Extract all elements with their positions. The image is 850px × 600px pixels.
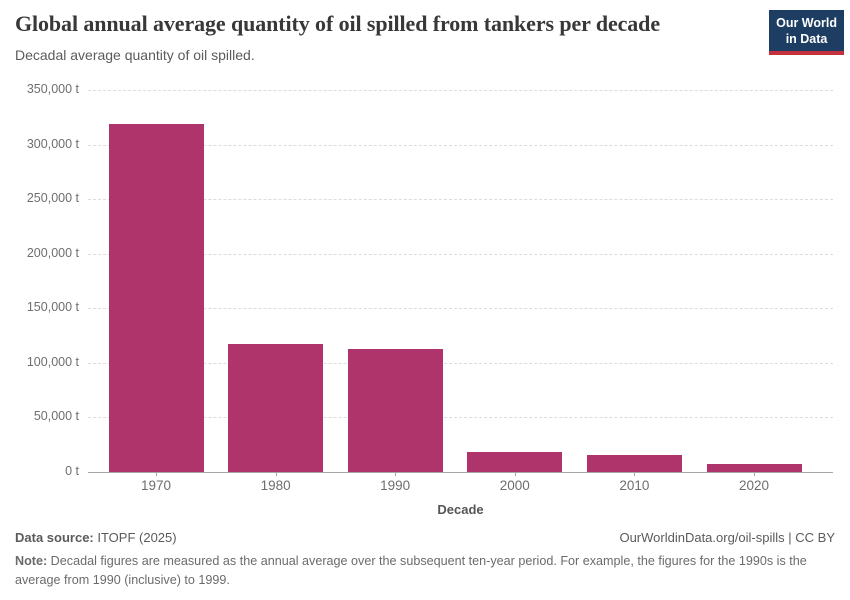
bar-1990[interactable] (347, 348, 443, 472)
y-axis-label: 50,000 t (33, 409, 79, 424)
y-axis-label: 300,000 t (26, 136, 79, 151)
gridline (88, 144, 833, 146)
data-source: Data source: ITOPF (2025) (15, 530, 177, 545)
x-axis-label-1980: 1980 (260, 478, 291, 493)
chart-subtitle: Decadal average quantity of oil spilled. (15, 47, 255, 63)
bar-1970[interactable] (108, 123, 204, 472)
x-axis-title: Decade (437, 502, 484, 517)
x-axis-tick (634, 472, 636, 476)
owid-logo-line2: in Data (785, 32, 828, 47)
data-source-label: Data source: (15, 530, 94, 545)
y-axis-label: 250,000 t (26, 191, 79, 206)
footnote-label: Note: (15, 554, 48, 568)
gridline (88, 362, 833, 364)
gridline (88, 417, 833, 419)
x-axis-label-2000: 2000 (499, 478, 530, 493)
data-source-value: ITOPF (2025) (93, 530, 177, 545)
owid-logo: Our World in Data (769, 10, 844, 55)
x-axis-label-1970: 1970 (140, 478, 172, 493)
footnote: Note: Decadal figures are measured as th… (15, 552, 820, 590)
gridline (88, 253, 833, 255)
bar-2010[interactable] (586, 455, 682, 472)
y-axis-label: 200,000 t (26, 245, 79, 260)
x-axis-tick (395, 472, 397, 476)
owid-logo-line1: Our World (776, 16, 837, 30)
y-axis-label: 100,000 t (26, 354, 79, 369)
gridline (88, 199, 833, 201)
x-axis-tick (156, 472, 157, 476)
footnote-text: Decadal figures are measured as the annu… (15, 554, 807, 587)
x-axis-label-2010: 2010 (619, 478, 650, 493)
y-axis-label: 150,000 t (26, 300, 79, 315)
gridline (88, 90, 833, 91)
x-axis-tick (275, 472, 277, 476)
footer: Data source: ITOPF (2025) OurWorldinData… (15, 530, 835, 545)
y-axis-label: 350,000 t (26, 82, 79, 96)
x-axis-label-2020: 2020 (738, 478, 770, 493)
bar-2020[interactable] (706, 464, 802, 472)
bar-2000[interactable] (467, 451, 563, 472)
x-axis-tick (514, 472, 516, 476)
plot-area (88, 90, 833, 473)
attribution: OurWorldinData.org/oil-spills | CC BY (619, 530, 835, 545)
bar-1980[interactable] (228, 343, 324, 472)
gridline (88, 308, 833, 310)
chart-title: Global annual average quantity of oil sp… (15, 11, 660, 36)
x-axis-tick (754, 472, 755, 476)
x-axis-label-1990: 1990 (380, 478, 411, 493)
y-axis-label: 0 t (65, 464, 79, 478)
